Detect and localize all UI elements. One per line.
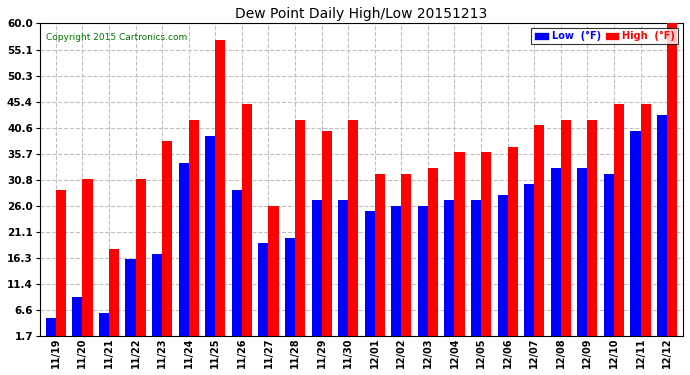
Bar [348, 120, 358, 345]
Bar [205, 136, 215, 345]
Bar [152, 254, 162, 345]
Bar [402, 174, 411, 345]
Bar [99, 313, 109, 345]
Bar [667, 24, 677, 345]
Bar [135, 179, 146, 345]
Bar [215, 40, 226, 345]
Bar [72, 297, 82, 345]
Bar [179, 163, 189, 345]
Bar [232, 190, 242, 345]
Bar [322, 131, 332, 345]
Bar [338, 200, 348, 345]
Bar [657, 115, 667, 345]
Bar [551, 168, 561, 345]
Bar [295, 120, 305, 345]
Legend: Low  (°F), High  (°F): Low (°F), High (°F) [531, 28, 678, 44]
Bar [604, 174, 614, 345]
Bar [285, 238, 295, 345]
Bar [524, 184, 534, 345]
Bar [578, 168, 587, 345]
Title: Dew Point Daily High/Low 20151213: Dew Point Daily High/Low 20151213 [235, 7, 488, 21]
Bar [311, 200, 322, 345]
Bar [109, 249, 119, 345]
Bar [126, 260, 135, 345]
Bar [534, 125, 544, 345]
Bar [56, 190, 66, 345]
Bar [258, 243, 268, 345]
Bar [162, 141, 172, 345]
Bar [631, 131, 640, 345]
Bar [391, 206, 402, 345]
Bar [364, 211, 375, 345]
Bar [561, 120, 571, 345]
Bar [497, 195, 508, 345]
Bar [444, 200, 455, 345]
Bar [242, 104, 252, 345]
Bar [375, 174, 385, 345]
Bar [471, 200, 481, 345]
Bar [587, 120, 598, 345]
Bar [268, 206, 279, 345]
Bar [508, 147, 518, 345]
Bar [428, 168, 438, 345]
Bar [46, 318, 56, 345]
Bar [82, 179, 92, 345]
Bar [481, 152, 491, 345]
Bar [614, 104, 624, 345]
Text: Copyright 2015 Cartronics.com: Copyright 2015 Cartronics.com [46, 33, 188, 42]
Bar [640, 104, 651, 345]
Bar [418, 206, 428, 345]
Bar [189, 120, 199, 345]
Bar [455, 152, 464, 345]
